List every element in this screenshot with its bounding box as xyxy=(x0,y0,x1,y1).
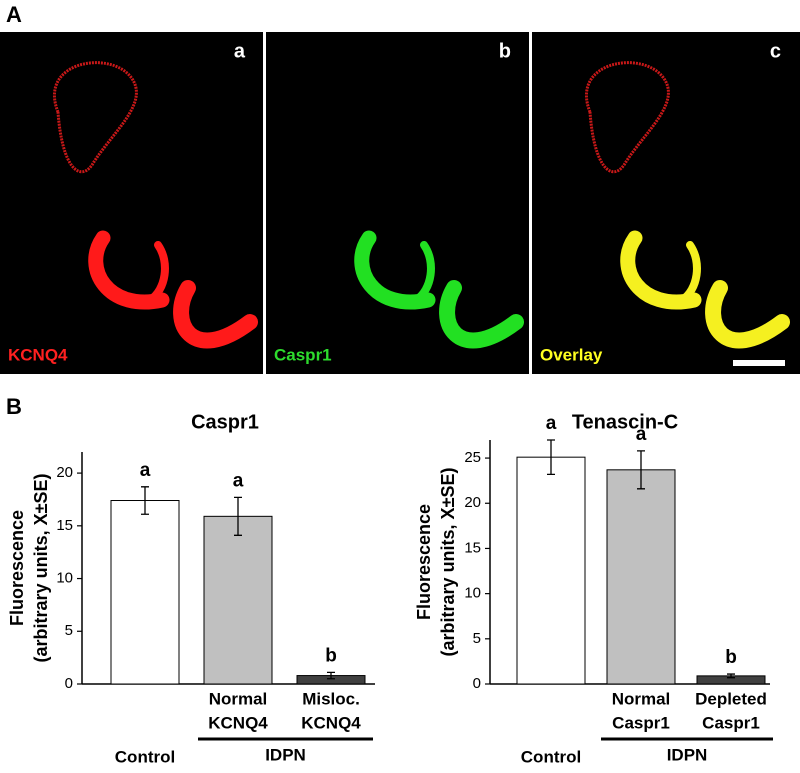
y-tick-label: 5 xyxy=(473,630,481,647)
bar xyxy=(516,456,586,685)
y-tick-label: 0 xyxy=(65,675,73,692)
error-bar xyxy=(637,450,645,490)
y-tick-label: 15 xyxy=(464,539,481,556)
error-bar xyxy=(547,439,555,475)
image-letter: a xyxy=(234,40,246,62)
group-label: IDPN xyxy=(265,745,306,764)
significance-letter: a xyxy=(546,413,557,434)
x-tick-label: Normal xyxy=(612,689,671,708)
error-bar xyxy=(141,486,149,515)
error-bar xyxy=(327,671,335,680)
y-axis-label: (arbitrary units, X±SE) xyxy=(438,468,458,657)
significance-letter: b xyxy=(325,645,337,666)
x-tick-label: KCNQ4 xyxy=(301,713,361,732)
image-c: c Overlay xyxy=(532,32,800,374)
x-tick-label: Depleted xyxy=(695,689,767,708)
x-tick-label: Misloc. xyxy=(302,689,360,708)
image-caption: Overlay xyxy=(540,345,603,364)
bar xyxy=(203,515,273,685)
bar xyxy=(110,500,180,685)
y-tick-label: 10 xyxy=(56,570,73,587)
y-axis-label: Fluorescence xyxy=(414,504,434,620)
image-caption: KCNQ4 xyxy=(8,345,68,364)
image-b: b Caspr1 xyxy=(266,32,529,374)
image-a: a KCNQ4 xyxy=(0,32,263,374)
chart-title: Caspr1 xyxy=(191,411,259,433)
y-axis-label: (arbitrary units, X±SE) xyxy=(31,474,51,663)
y-tick-label: 5 xyxy=(65,622,73,639)
error-bar xyxy=(727,673,735,679)
y-tick-label: 25 xyxy=(464,449,481,466)
y-tick-label: 10 xyxy=(464,585,481,602)
panel-label: B xyxy=(6,394,22,419)
significance-letter: a xyxy=(636,424,647,445)
significance-letter: a xyxy=(140,460,151,481)
significance-letter: a xyxy=(233,470,244,491)
y-axis-label: Fluorescence xyxy=(7,510,27,626)
scale-bar xyxy=(733,360,785,366)
image-caption: Caspr1 xyxy=(274,345,332,364)
image-letter: c xyxy=(770,40,781,62)
x-tick-label: KCNQ4 xyxy=(208,713,268,732)
x-tick-label: Control xyxy=(115,747,175,766)
x-tick-label: Control xyxy=(521,747,581,766)
y-tick-label: 0 xyxy=(473,675,481,692)
bar xyxy=(606,469,676,685)
x-tick-label: Normal xyxy=(209,689,268,708)
error-bar xyxy=(234,496,242,536)
x-tick-label: Caspr1 xyxy=(702,713,760,732)
image-letter: b xyxy=(499,40,511,62)
panel-label: A xyxy=(6,2,22,27)
y-tick-label: 20 xyxy=(56,464,73,481)
y-tick-label: 20 xyxy=(464,494,481,511)
significance-letter: b xyxy=(725,647,737,668)
x-tick-label: Caspr1 xyxy=(612,713,670,732)
y-tick-label: 15 xyxy=(56,517,73,534)
chart-title: Tenascin-C xyxy=(572,411,678,433)
group-label: IDPN xyxy=(667,745,708,764)
